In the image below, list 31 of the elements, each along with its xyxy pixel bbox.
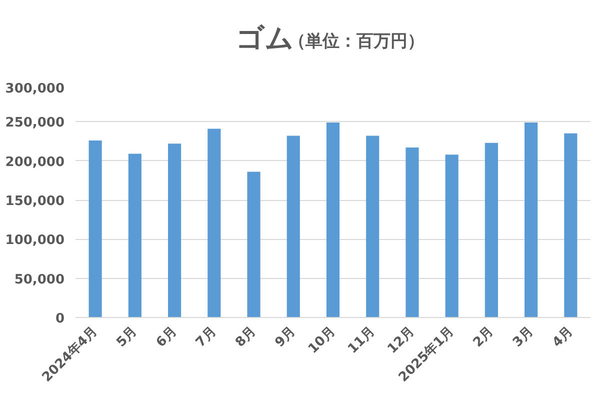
bar bbox=[286, 136, 300, 318]
x-tick-label: 7月 bbox=[193, 324, 220, 350]
x-tick-label: 5月 bbox=[114, 324, 140, 350]
x-tick-label: 3月 bbox=[510, 324, 536, 350]
x-tick-label: 2月 bbox=[470, 324, 497, 350]
bar bbox=[406, 148, 419, 318]
bar bbox=[484, 142, 498, 318]
bar bbox=[168, 144, 182, 318]
x-tick-label: 9月 bbox=[272, 324, 299, 350]
bar bbox=[326, 122, 340, 318]
x-tick-label: 11月 bbox=[345, 324, 378, 357]
x-tick-label: 12月 bbox=[384, 324, 418, 357]
bar bbox=[524, 122, 538, 318]
bar bbox=[564, 133, 578, 318]
x-tick-label: 10月 bbox=[306, 324, 338, 357]
x-tick-label: 4月 bbox=[550, 324, 576, 350]
y-tick-label: 250,000 bbox=[5, 116, 65, 131]
bar bbox=[445, 154, 458, 318]
bar bbox=[208, 128, 221, 318]
bar bbox=[247, 172, 260, 318]
y-tick-label: 300,000 bbox=[5, 82, 65, 96]
y-tick-label: 150,000 bbox=[5, 194, 65, 209]
y-tick-label: 50,000 bbox=[14, 272, 65, 288]
bar bbox=[366, 136, 380, 318]
x-tick-label: 6月 bbox=[154, 324, 180, 350]
bar bbox=[88, 140, 102, 318]
y-tick-label: 100,000 bbox=[5, 233, 65, 248]
y-tick-label: 0 bbox=[55, 312, 64, 326]
bar bbox=[128, 154, 142, 318]
y-tick-label: 200,000 bbox=[5, 154, 65, 170]
x-tick-label: 8月 bbox=[232, 324, 260, 350]
